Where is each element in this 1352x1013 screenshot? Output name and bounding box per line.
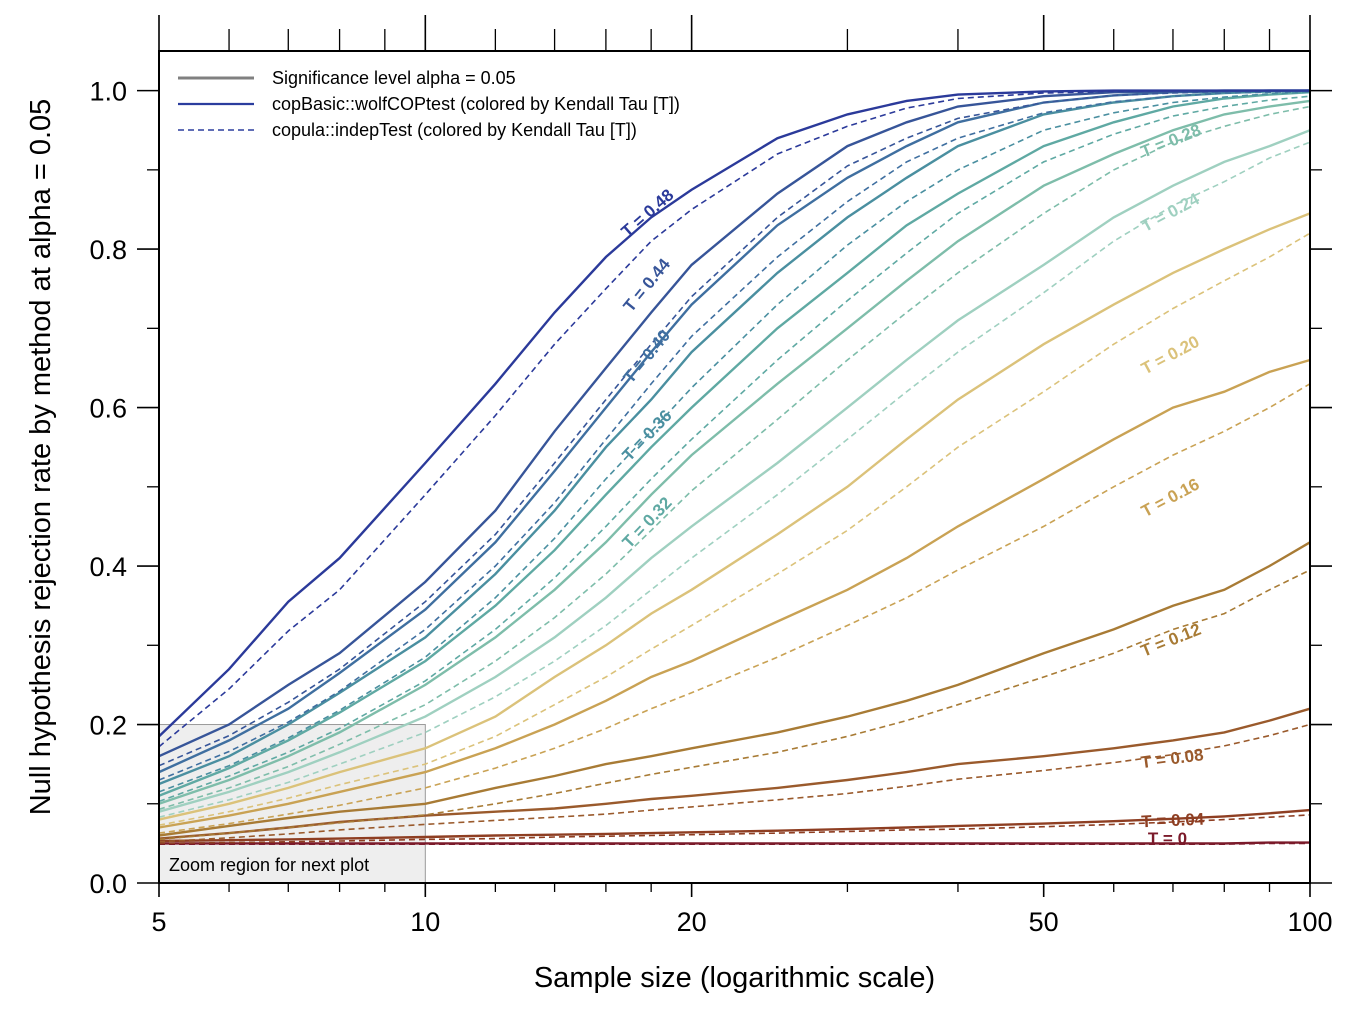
x-tick-label: 100 xyxy=(1287,907,1332,937)
curve-label-tau-0-24: T = 0.24 xyxy=(1138,189,1203,236)
wolf-curve-tau-0-04 xyxy=(158,808,1311,843)
indep-curve-tau-0-44 xyxy=(158,89,1310,767)
indep-curve-tau-0-32 xyxy=(158,95,1311,803)
x-tick-label: 20 xyxy=(677,907,707,937)
y-tick-label: 0.2 xyxy=(89,711,127,741)
indep-curve-tau-0-28 xyxy=(158,105,1311,811)
curve-label-tau-0-36: T = 0.36 xyxy=(619,406,676,465)
curve-label-tau-0-44: T = 0.44 xyxy=(620,254,675,315)
x-tick-label: 5 xyxy=(151,907,166,937)
curve-label-tau-0-04: T = 0.04 xyxy=(1141,810,1205,832)
y-tick-label: 0.6 xyxy=(89,394,127,424)
wolf-curve-tau-0-44 xyxy=(158,89,1310,758)
curve-labels: T = 0T = 0.04 T = 0.08 T = 0.12 T = 0.16 T =… xyxy=(618,120,1205,848)
wolf-curve-tau-0-2 xyxy=(158,212,1311,821)
indep-curve-tau-0-04 xyxy=(158,814,1311,845)
y-tick-label: 1.0 xyxy=(89,77,127,107)
wolf-curve-tau-0-24 xyxy=(158,129,1311,813)
ticks: 5 10 20 50 100 0.0 0.2 0.4 0.6 0.8 1.0 xyxy=(89,15,1333,937)
legend-label-3: copula::indepTest (colored by Kendall Ta… xyxy=(272,120,637,140)
wolf-curve-tau-0-16 xyxy=(158,358,1311,829)
indep-curve-tau-0-4 xyxy=(158,90,1311,781)
y-tick-label: 0.4 xyxy=(89,552,127,582)
wolf-curve-tau-0-12 xyxy=(158,541,1311,837)
plot-frame xyxy=(158,50,1311,884)
x-tick-label: 10 xyxy=(410,907,440,937)
y-tick-label: 0.0 xyxy=(89,869,127,899)
indep-curve-tau-0-08 xyxy=(158,723,1311,843)
wolf-curve-tau-0-48 xyxy=(158,89,1310,738)
curve-label-tau-0: T = 0 xyxy=(1148,829,1187,848)
curve-label-tau-0-2: T = 0.20 xyxy=(1138,332,1202,378)
curve-label-tau-0-12: T = 0.12 xyxy=(1138,620,1203,661)
wolf-curve-tau-0-28 xyxy=(158,99,1311,805)
curves xyxy=(158,89,1311,846)
x-axis-title: Sample size (logarithmic scale) xyxy=(534,962,935,994)
wolf-curve-tau-0-4 xyxy=(158,89,1310,774)
curve-label-tau-0-48: T = 0.48 xyxy=(618,185,678,241)
y-tick-label: 0.8 xyxy=(89,235,127,265)
zoom-region-label: Zoom region for next plot xyxy=(169,855,369,875)
curve-label-tau-0-32: T = 0.32 xyxy=(619,493,676,552)
wolf-curve-tau-0-36 xyxy=(158,89,1311,786)
y-axis-title: Null hypothesis rejection rate by method… xyxy=(25,99,57,816)
axes xyxy=(158,50,1311,884)
legend: Significance level alpha = 0.05 copBasic:… xyxy=(178,68,680,140)
indep-curve-tau-0-2 xyxy=(158,232,1311,826)
wolf-curve-tau-0 xyxy=(159,841,1310,845)
curve-label-tau-0-4: T = 0.40 xyxy=(620,326,674,387)
curve-label-tau-0-28: T = 0.28 xyxy=(1138,120,1203,161)
indep-curve-tau-0-12 xyxy=(158,569,1311,841)
legend-label-2: copBasic::wolfCOPtest (colored by Kendal… xyxy=(272,94,680,114)
wolf-curve-tau-0-32 xyxy=(158,91,1311,797)
indep-curve-tau-0-24 xyxy=(158,141,1311,818)
legend-label-1: Significance level alpha = 0.05 xyxy=(272,68,516,88)
curve-label-tau-0-16: T = 0.16 xyxy=(1138,475,1202,521)
curve-label-tau-0-08: T = 0.08 xyxy=(1140,745,1205,772)
x-tick-label: 50 xyxy=(1029,907,1059,937)
indep-curve-tau-0-36 xyxy=(158,91,1311,793)
